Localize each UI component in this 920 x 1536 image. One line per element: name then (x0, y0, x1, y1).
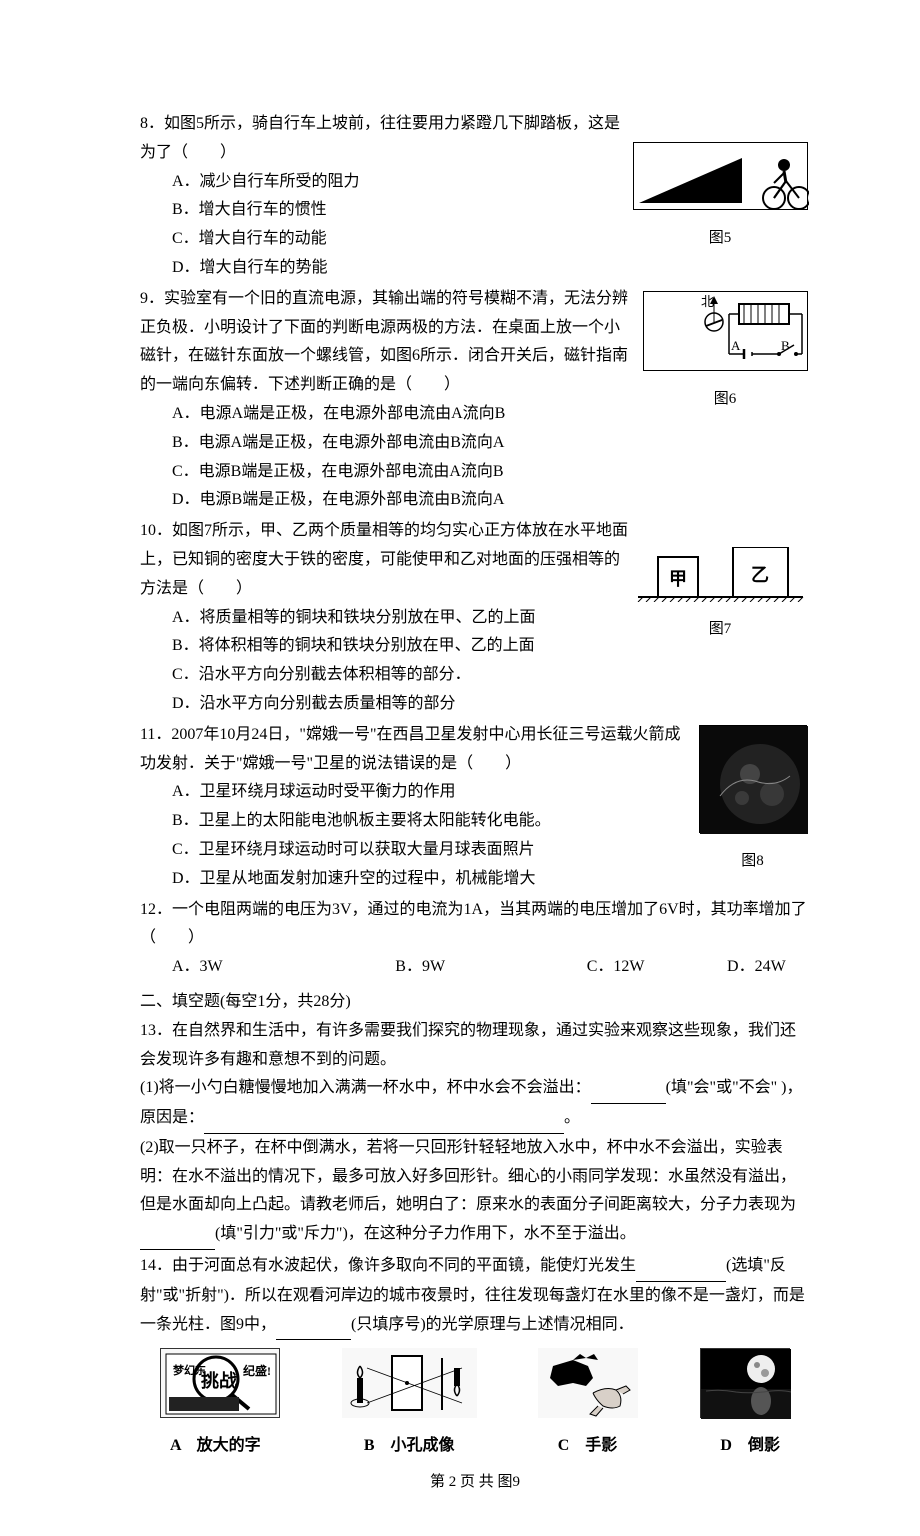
figure-8-label: 图8 (695, 848, 810, 875)
q13-p1-hint: (填"会"或"不会" )， (666, 1079, 803, 1096)
q9-option-b: B．电源A端是正极，在电源外部电流由B流向A (140, 429, 810, 458)
q13-reason-end: 。 (564, 1109, 580, 1126)
figure-7-label: 图7 (630, 616, 810, 643)
fill-blank (636, 1252, 726, 1282)
section-2-header: 二、填空题(每空1分，共28分) (140, 988, 810, 1017)
circuit-icon: 北 (644, 292, 809, 372)
fig9-c (538, 1348, 638, 1430)
q10-option-d: D．沿水平方向分别截去质量相等的部分 (140, 690, 810, 719)
q13-part2: (2)取一只杯子，在杯中倒满水，若将一只回形针轻轻地放入水中，杯中水不会溢出，实… (140, 1134, 810, 1220)
fig9-a: 梦幻东 挑战 纪盛! (160, 1348, 280, 1430)
figure-5-label: 图5 (630, 225, 810, 252)
svg-text:B: B (781, 338, 790, 353)
question-12-stem: 12．一个电阻两端的电压为3V，通过的电流为1A，当其两端的电压增加了6V时，其… (140, 896, 810, 954)
question-12: 12．一个电阻两端的电压为3V，通过的电流为1A，当其两端的电压增加了6V时，其… (140, 896, 810, 982)
page-footer: 第 2 页 共 图9 (140, 1469, 810, 1496)
q12-option-c: C．12W (587, 953, 727, 982)
q13-reason: 原因是： 。 (140, 1104, 810, 1134)
q13-p2-hint: (填"引力"或"斥力")，在这种分子力作用下，水不至于溢出。 (215, 1225, 636, 1242)
q13-part1: (1)将一小勺白糖慢慢地加入满满一杯水中，杯中水会不会溢出： (填"会"或"不会… (140, 1074, 810, 1104)
figure-6: 北 (640, 291, 810, 413)
reflection-icon (701, 1349, 791, 1419)
magnified-text-icon: 梦幻东 挑战 纪盛! (161, 1349, 281, 1419)
fig9-label-c: C 手影 (558, 1432, 618, 1461)
fig9-label-b: B 小孔成像 (364, 1432, 455, 1461)
q14-text-3: (只填序号)的光学原理与上述情况相同． (351, 1316, 634, 1333)
fill-blank (204, 1104, 564, 1134)
svg-text:A: A (731, 338, 741, 353)
question-13: 13．在自然界和生活中，有许多需要我们探究的物理现象，通过实验来观察这些现象，我… (140, 1017, 810, 1250)
moon-icon (700, 726, 808, 834)
q12-option-d: D．24W (727, 953, 786, 982)
q13-intro: 13．在自然界和生活中，有许多需要我们探究的物理现象，通过实验来观察这些现象，我… (140, 1017, 810, 1075)
q9-option-d: D．电源B端是正极，在电源外部电流由B流向A (140, 486, 810, 515)
fill-blank (140, 1220, 215, 1250)
fill-blank (276, 1311, 351, 1341)
svg-text:甲: 甲 (669, 569, 687, 589)
fig9-label-d: D 倒影 (720, 1432, 780, 1461)
figure-9-labels: A 放大的字 B 小孔成像 C 手影 D 倒影 (140, 1432, 810, 1461)
question-14: 14．由于河面总有水波起伏，像许多取向不同的平面镜，能使灯光发生 (选填"反射"… (140, 1252, 810, 1340)
bicycle-slope-icon (634, 143, 809, 211)
figure-5: 图5 (630, 142, 810, 252)
fig9-b (342, 1348, 477, 1430)
fig9-label-a: A 放大的字 (170, 1432, 261, 1461)
cubes-icon: 甲 乙 (633, 547, 808, 602)
figure-8: 图8 (695, 725, 810, 875)
q12-option-b: B．9W (395, 953, 586, 982)
svg-text:乙: 乙 (751, 565, 769, 585)
q12-option-a: A．3W (172, 953, 395, 982)
figure-7: 甲 乙 图7 (630, 547, 810, 643)
fill-blank (591, 1074, 666, 1104)
svg-text:纪盛!: 纪盛! (243, 1363, 271, 1378)
q9-option-c: C．电源B端是正极，在电源外部电流由A流向B (140, 458, 810, 487)
q13-p1-text: (1)将一小勺白糖慢慢地加入满满一杯水中，杯中水会不会溢出： (140, 1079, 591, 1096)
q13-part2-end: (填"引力"或"斥力")，在这种分子力作用下，水不至于溢出。 (140, 1220, 810, 1250)
figure-6-label: 图6 (640, 386, 810, 413)
q13-reason-label: 原因是： (140, 1109, 204, 1126)
pinhole-icon (342, 1348, 477, 1418)
figure-9-row: 梦幻东 挑战 纪盛! (140, 1348, 810, 1430)
fig9-d (700, 1348, 790, 1430)
q10-option-c: C．沿水平方向分别截去体积相等的部分． (140, 661, 810, 690)
q8-option-d: D．增大自行车的势能 (140, 254, 810, 283)
svg-text:挑战: 挑战 (201, 1370, 237, 1391)
q14-text-1: 14．由于河面总有水波起伏，像许多取向不同的平面镜，能使灯光发生 (140, 1257, 636, 1274)
hand-shadow-icon (538, 1348, 638, 1418)
